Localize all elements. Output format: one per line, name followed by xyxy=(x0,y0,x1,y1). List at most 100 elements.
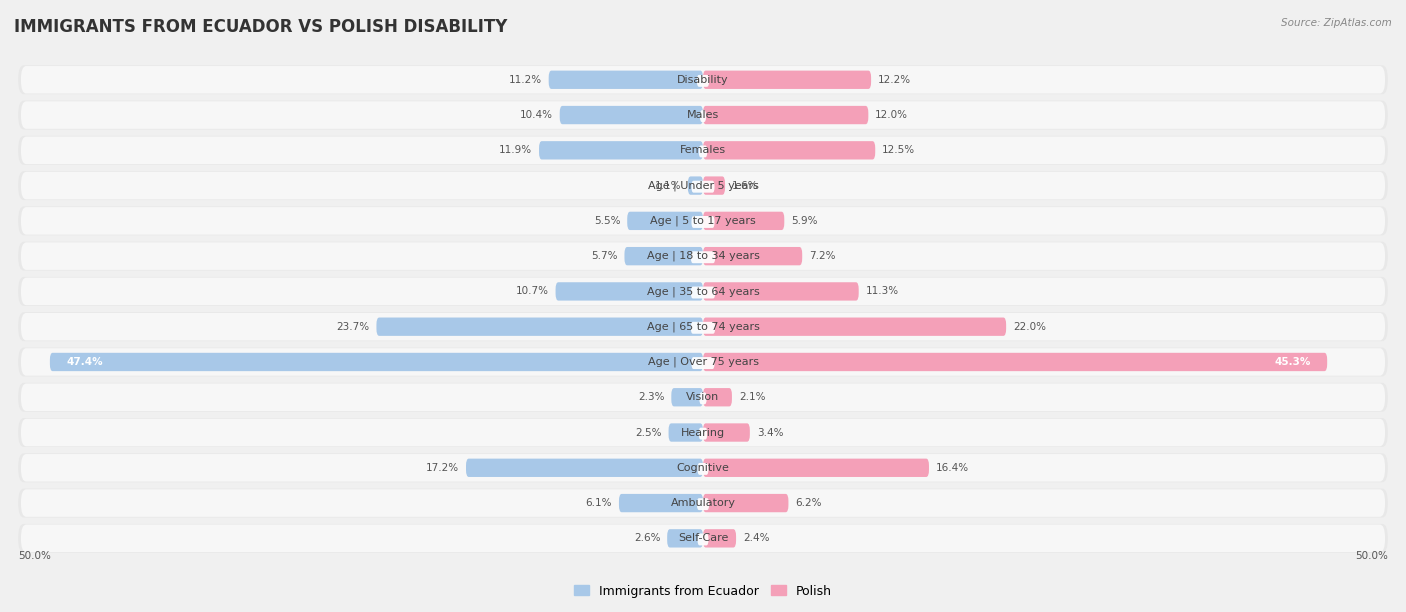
FancyBboxPatch shape xyxy=(697,75,709,87)
FancyBboxPatch shape xyxy=(699,428,707,439)
FancyBboxPatch shape xyxy=(703,176,725,195)
FancyBboxPatch shape xyxy=(697,534,709,545)
Text: Males: Males xyxy=(688,110,718,120)
FancyBboxPatch shape xyxy=(703,247,803,266)
FancyBboxPatch shape xyxy=(18,418,1388,447)
FancyBboxPatch shape xyxy=(560,106,703,124)
Text: 11.3%: 11.3% xyxy=(866,286,898,296)
FancyBboxPatch shape xyxy=(18,453,1388,482)
FancyBboxPatch shape xyxy=(669,424,703,442)
FancyBboxPatch shape xyxy=(21,172,1385,200)
FancyBboxPatch shape xyxy=(18,100,1388,130)
Text: 50.0%: 50.0% xyxy=(18,551,51,561)
FancyBboxPatch shape xyxy=(703,70,872,89)
FancyBboxPatch shape xyxy=(21,419,1385,446)
Text: Age | 5 to 17 years: Age | 5 to 17 years xyxy=(650,215,756,226)
Text: Age | Over 75 years: Age | Over 75 years xyxy=(648,357,758,367)
FancyBboxPatch shape xyxy=(18,488,1388,518)
Text: Females: Females xyxy=(681,145,725,155)
FancyBboxPatch shape xyxy=(624,247,703,266)
Text: 2.3%: 2.3% xyxy=(638,392,665,402)
Text: Hearing: Hearing xyxy=(681,428,725,438)
Text: 5.5%: 5.5% xyxy=(593,216,620,226)
FancyBboxPatch shape xyxy=(18,524,1388,553)
FancyBboxPatch shape xyxy=(21,242,1385,270)
FancyBboxPatch shape xyxy=(703,388,733,406)
Text: IMMIGRANTS FROM ECUADOR VS POLISH DISABILITY: IMMIGRANTS FROM ECUADOR VS POLISH DISABI… xyxy=(14,18,508,36)
Text: Age | Under 5 years: Age | Under 5 years xyxy=(648,181,758,191)
FancyBboxPatch shape xyxy=(699,146,707,157)
FancyBboxPatch shape xyxy=(49,353,703,371)
FancyBboxPatch shape xyxy=(21,102,1385,129)
Text: 50.0%: 50.0% xyxy=(1355,551,1388,561)
FancyBboxPatch shape xyxy=(700,110,706,122)
FancyBboxPatch shape xyxy=(555,282,703,300)
Text: Age | 65 to 74 years: Age | 65 to 74 years xyxy=(647,321,759,332)
Text: 1.1%: 1.1% xyxy=(654,181,681,190)
Text: 5.9%: 5.9% xyxy=(792,216,818,226)
Text: 12.0%: 12.0% xyxy=(875,110,908,120)
Text: 5.7%: 5.7% xyxy=(591,251,617,261)
FancyBboxPatch shape xyxy=(18,277,1388,306)
FancyBboxPatch shape xyxy=(21,454,1385,482)
FancyBboxPatch shape xyxy=(692,216,714,228)
FancyBboxPatch shape xyxy=(21,278,1385,305)
FancyBboxPatch shape xyxy=(671,388,703,406)
FancyBboxPatch shape xyxy=(703,494,789,512)
Text: Vision: Vision xyxy=(686,392,720,402)
FancyBboxPatch shape xyxy=(703,318,1007,336)
FancyBboxPatch shape xyxy=(697,463,709,475)
Text: Disability: Disability xyxy=(678,75,728,85)
FancyBboxPatch shape xyxy=(21,207,1385,234)
FancyBboxPatch shape xyxy=(703,141,875,160)
Text: 6.1%: 6.1% xyxy=(585,498,612,508)
Text: 12.2%: 12.2% xyxy=(877,75,911,85)
Legend: Immigrants from Ecuador, Polish: Immigrants from Ecuador, Polish xyxy=(569,580,837,602)
FancyBboxPatch shape xyxy=(18,171,1388,200)
Text: 3.4%: 3.4% xyxy=(756,428,783,438)
FancyBboxPatch shape xyxy=(18,242,1388,271)
FancyBboxPatch shape xyxy=(668,529,703,548)
Text: 2.1%: 2.1% xyxy=(738,392,765,402)
FancyBboxPatch shape xyxy=(538,141,703,160)
FancyBboxPatch shape xyxy=(703,424,749,442)
Text: 11.9%: 11.9% xyxy=(499,145,531,155)
FancyBboxPatch shape xyxy=(699,392,707,405)
Text: Age | 35 to 64 years: Age | 35 to 64 years xyxy=(647,286,759,297)
FancyBboxPatch shape xyxy=(465,458,703,477)
FancyBboxPatch shape xyxy=(18,65,1388,94)
FancyBboxPatch shape xyxy=(692,181,714,193)
Text: Self-Care: Self-Care xyxy=(678,533,728,543)
FancyBboxPatch shape xyxy=(703,282,859,300)
FancyBboxPatch shape xyxy=(21,490,1385,517)
Text: 6.2%: 6.2% xyxy=(796,498,823,508)
FancyBboxPatch shape xyxy=(377,318,703,336)
FancyBboxPatch shape xyxy=(21,384,1385,411)
Text: 47.4%: 47.4% xyxy=(66,357,103,367)
FancyBboxPatch shape xyxy=(21,524,1385,552)
FancyBboxPatch shape xyxy=(703,212,785,230)
Text: 12.5%: 12.5% xyxy=(882,145,915,155)
Text: 2.5%: 2.5% xyxy=(636,428,662,438)
Text: Source: ZipAtlas.com: Source: ZipAtlas.com xyxy=(1281,18,1392,28)
FancyBboxPatch shape xyxy=(21,348,1385,376)
FancyBboxPatch shape xyxy=(703,353,1327,371)
Text: 10.7%: 10.7% xyxy=(516,286,548,296)
Text: 2.6%: 2.6% xyxy=(634,533,661,543)
FancyBboxPatch shape xyxy=(21,313,1385,340)
Text: Age | 18 to 34 years: Age | 18 to 34 years xyxy=(647,251,759,261)
FancyBboxPatch shape xyxy=(690,252,716,263)
Text: Ambulatory: Ambulatory xyxy=(671,498,735,508)
Text: 2.4%: 2.4% xyxy=(742,533,769,543)
FancyBboxPatch shape xyxy=(18,382,1388,412)
FancyBboxPatch shape xyxy=(703,106,869,124)
FancyBboxPatch shape xyxy=(21,136,1385,164)
FancyBboxPatch shape xyxy=(548,70,703,89)
Text: 45.3%: 45.3% xyxy=(1274,357,1310,367)
FancyBboxPatch shape xyxy=(703,529,737,548)
Text: 17.2%: 17.2% xyxy=(426,463,460,473)
FancyBboxPatch shape xyxy=(690,286,716,299)
Text: 11.2%: 11.2% xyxy=(509,75,541,85)
FancyBboxPatch shape xyxy=(18,206,1388,236)
FancyBboxPatch shape xyxy=(690,322,716,334)
